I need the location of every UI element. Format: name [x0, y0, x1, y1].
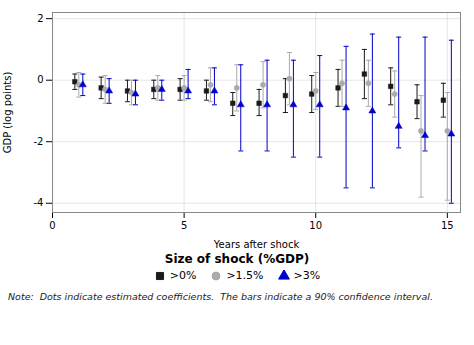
html-text:Note: Dots indicate estimated: Note: Dots indicate estimated coefficien…: [8, 290, 433, 302]
html-text:>3%: >3%: [293, 269, 321, 282]
svg-text:10: 10: [309, 220, 322, 231]
html-text:>0%: >0%: [169, 269, 197, 282]
svg-text:0: 0: [49, 220, 55, 231]
svg-text:2: 2: [37, 13, 43, 24]
svg-text:5: 5: [181, 220, 187, 231]
svg-text:GDP (log points): GDP (log points): [2, 72, 13, 154]
svg-text:Years after shock: Years after shock: [213, 239, 300, 250]
svg-text:-2: -2: [34, 136, 44, 147]
html-text:>1.5%: >1.5%: [226, 269, 264, 282]
svg-text:0: 0: [37, 74, 43, 85]
svg-text:15: 15: [441, 220, 454, 231]
svg-text:-4: -4: [34, 197, 44, 208]
html-text:Size of shock (%GDP): Size of shock (%GDP): [164, 252, 310, 266]
